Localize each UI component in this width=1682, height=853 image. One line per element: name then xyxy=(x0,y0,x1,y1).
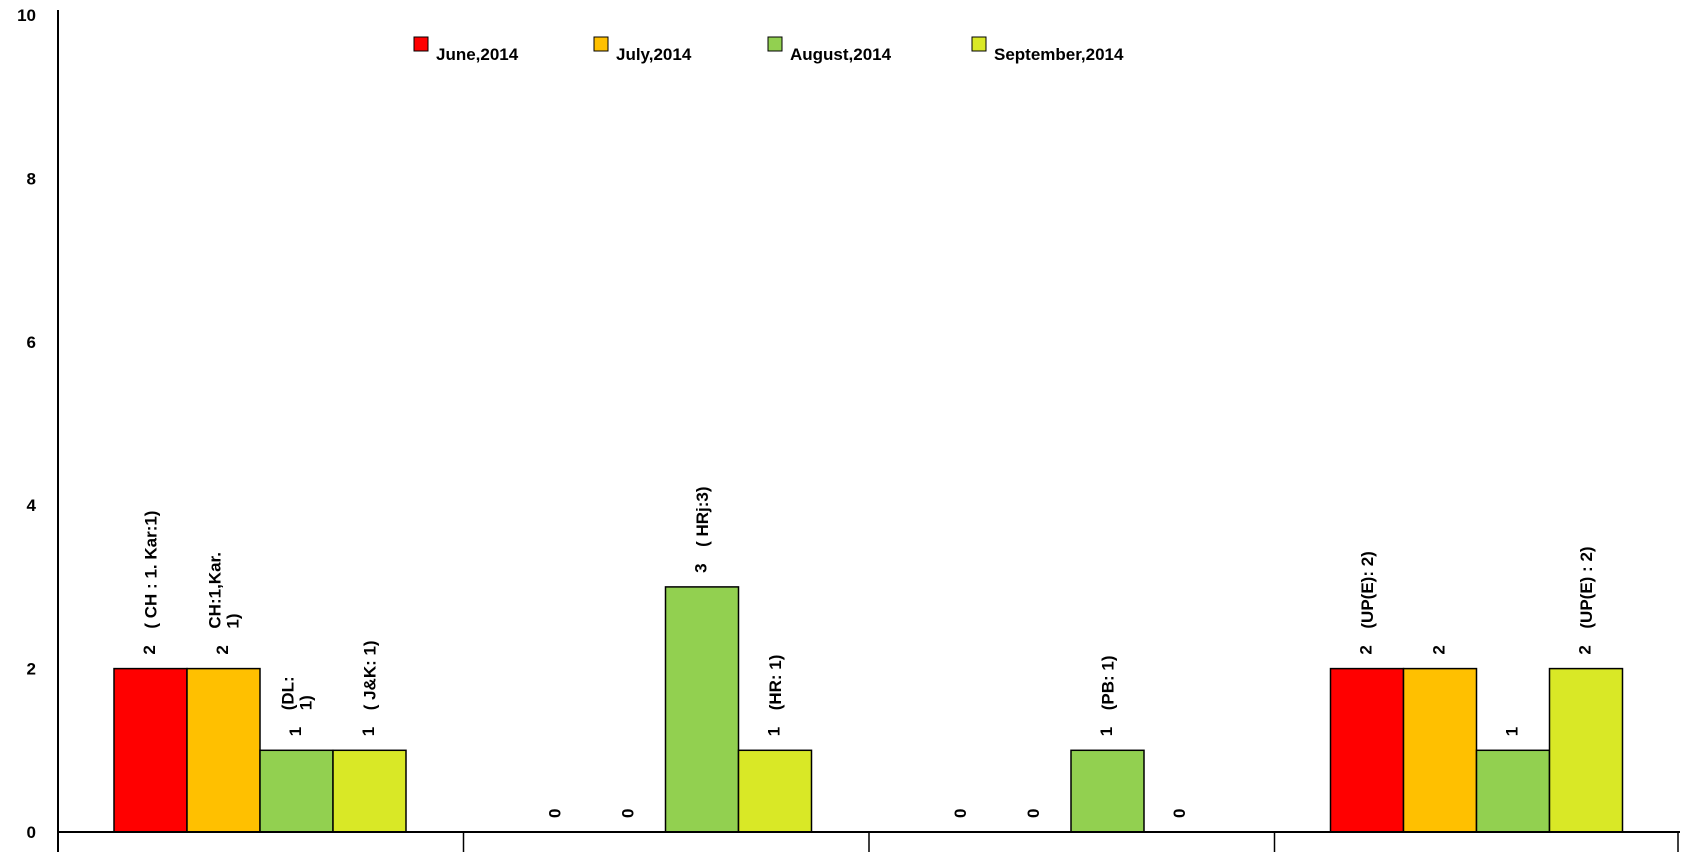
data-label: 2 xyxy=(140,645,159,654)
annotation-line: CH:1,Kar. xyxy=(206,552,225,629)
bar xyxy=(186,667,261,833)
y-tick-label: 8 xyxy=(27,169,36,188)
annotation-line: 1) xyxy=(224,613,243,628)
bar xyxy=(113,667,188,833)
data-label: 1 xyxy=(1097,727,1116,736)
data-label: 3 xyxy=(691,563,710,572)
data-label: 0 xyxy=(951,809,970,818)
legend-swatch xyxy=(593,36,609,52)
annotation-label: (PB: 1) xyxy=(1099,656,1118,711)
bar xyxy=(1329,667,1405,833)
annotation-line: ( CH : 1. Kar:1) xyxy=(142,511,161,629)
annotation-label: (UP(E): 2) xyxy=(1358,551,1377,628)
annotation-line: (UP(E): 2) xyxy=(1358,551,1377,628)
legend-swatch xyxy=(767,36,783,52)
data-label: 1 xyxy=(1502,727,1521,736)
axes xyxy=(57,10,1680,852)
bar xyxy=(1475,749,1551,833)
annotation-line: ( J&K: 1) xyxy=(361,640,380,710)
bar xyxy=(737,749,813,833)
bar-marks xyxy=(113,586,1624,833)
data-label: 2 xyxy=(213,645,232,654)
bar xyxy=(664,586,740,833)
legend-swatch xyxy=(413,36,429,52)
annotation-label: ( CH : 1. Kar:1) xyxy=(142,511,161,629)
legend-label: September,2014 xyxy=(994,45,1124,64)
legend-swatch xyxy=(971,36,987,52)
data-label: 1 xyxy=(764,727,783,736)
annotation-label: (HR: 1) xyxy=(766,655,785,711)
annotation-label: ( HRj:3) xyxy=(693,486,712,546)
bar xyxy=(1070,749,1145,833)
legend-label: July,2014 xyxy=(616,45,692,64)
y-tick-label: 2 xyxy=(27,660,36,679)
annotation-label: CH:1,Kar.1) xyxy=(206,552,243,629)
data-label: 0 xyxy=(1170,809,1189,818)
legend: June,2014 July,2014 August,2014 September,2… xyxy=(413,36,1124,64)
annotation-label: ( J&K: 1) xyxy=(361,640,380,710)
annotation-label: (UP(E) : 2) xyxy=(1577,546,1596,628)
annotation-line: ( HRj:3) xyxy=(693,486,712,546)
annotation-line: (PB: 1) xyxy=(1099,656,1118,711)
bar-labels: 2( CH : 1. Kar:1)2CH:1,Kar.1)1(DL:1)1( J… xyxy=(140,486,1596,818)
legend-label: June,2014 xyxy=(436,45,519,64)
legend-label: August,2014 xyxy=(790,45,892,64)
annotation-line: (HR: 1) xyxy=(766,655,785,711)
data-label: 2 xyxy=(1429,645,1448,654)
annotation-line: (DL: xyxy=(279,676,298,710)
data-label: 0 xyxy=(618,809,637,818)
data-label: 0 xyxy=(545,809,564,818)
y-tick-label: 10 xyxy=(17,6,36,25)
data-label: 1 xyxy=(359,727,378,736)
y-axis-ticks: 0 2 4 6 8 10 xyxy=(17,6,36,842)
annotation-line: (UP(E) : 2) xyxy=(1577,546,1596,628)
annotation-line: 1) xyxy=(297,695,316,710)
data-label: 2 xyxy=(1575,645,1594,654)
y-tick-label: 4 xyxy=(27,496,37,515)
y-tick-label: 6 xyxy=(27,333,36,352)
bar xyxy=(259,749,334,833)
bar xyxy=(1402,667,1478,833)
y-tick-label: 0 xyxy=(27,823,36,842)
bar xyxy=(1548,667,1624,833)
annotation-label: (DL:1) xyxy=(279,676,316,710)
data-label: 2 xyxy=(1356,645,1375,654)
data-label: 1 xyxy=(286,727,305,736)
data-label: 0 xyxy=(1024,809,1043,818)
bar xyxy=(332,749,407,833)
